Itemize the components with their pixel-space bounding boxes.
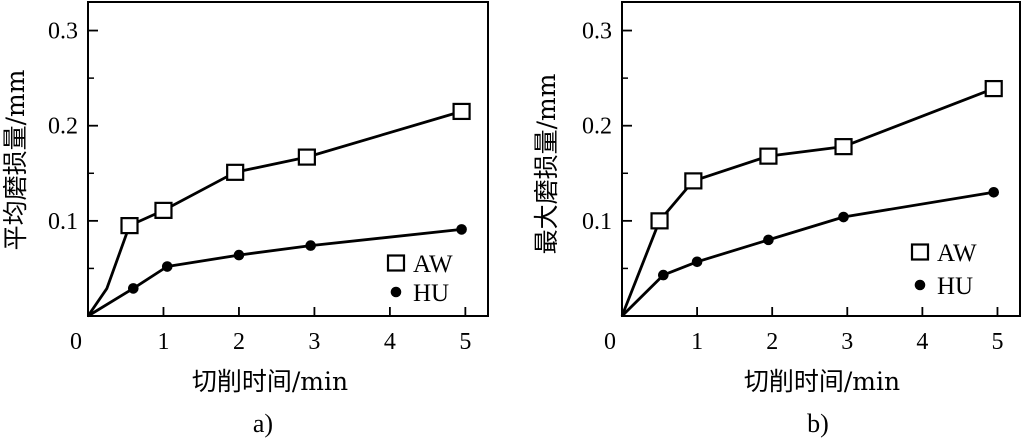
data-point-hu: [988, 187, 1000, 198]
x-tick-label: 0: [70, 329, 82, 355]
data-point-hu: [691, 256, 703, 268]
legend-label-hu: HU: [937, 273, 973, 300]
data-point-hu: [233, 249, 245, 261]
data-point-aw: [452, 102, 471, 121]
series-line-hu: [87, 228, 462, 318]
y-tick-label: 0.2: [48, 114, 78, 140]
x-axis-title: 切削时间/min: [192, 367, 348, 396]
data-point-aw: [650, 212, 669, 230]
x-tick-label: 1: [157, 329, 169, 355]
series-line-aw: [620, 87, 995, 317]
panel-label: b): [807, 409, 829, 438]
x-tick-label: 2: [766, 329, 778, 355]
y-tick-label: 0.1: [582, 209, 612, 235]
data-point-hu: [127, 283, 139, 294]
plot-frame: [621, 1, 1021, 317]
y-tick-label: 0.3: [48, 19, 78, 45]
x-tick-label: 1: [691, 329, 703, 355]
x-tick-label: 4: [384, 329, 396, 355]
y-axis-title: 最大磨损量/mm: [532, 73, 561, 254]
data-point-hu: [456, 224, 467, 235]
data-point-hu: [658, 269, 669, 281]
series-line-aw: [86, 110, 462, 317]
y-axis-title: 平均磨损量/mm: [1, 69, 30, 250]
data-point-hu: [763, 234, 774, 246]
data-point-aw: [120, 217, 139, 235]
data-point-aw: [684, 172, 703, 190]
legend-label-aw: AW: [413, 251, 453, 278]
data-point-aw: [834, 138, 853, 156]
legend-marker-hu: [914, 279, 926, 291]
plot-frame: [87, 1, 489, 317]
legend-label-hu: HU: [413, 280, 449, 307]
x-tick-label: 5: [991, 329, 1003, 355]
x-tick-label: 4: [916, 329, 928, 355]
y-tick-label: 0.3: [582, 19, 612, 45]
legend-marker-hu: [390, 286, 402, 298]
x-tick-label: 5: [459, 329, 471, 355]
data-point-aw: [154, 201, 173, 219]
x-tick-label: 2: [233, 329, 245, 355]
x-tick-label: 0: [604, 329, 616, 355]
data-point-aw: [759, 147, 778, 165]
legend-label-aw: AW: [937, 240, 977, 267]
data-point-aw: [297, 148, 316, 166]
legend-marker-aw: [910, 243, 930, 261]
x-axis-title: 切削时间/min: [744, 367, 900, 396]
legend-marker-aw: [386, 254, 406, 272]
y-tick-label: 0.1: [48, 209, 78, 235]
data-point-aw: [984, 79, 1003, 98]
panel-label: a): [253, 409, 273, 438]
data-point-aw: [226, 163, 245, 181]
series-line-hu: [621, 190, 994, 317]
x-tick-label: 3: [841, 329, 853, 355]
data-point-hu: [838, 211, 849, 223]
chart-b: 0 1 2 3 4 5 0.1 0.2 0.3 AW HU 切削时间/min 最大磨损量/mm b): [532, 1, 1021, 438]
x-tick-label: 3: [308, 329, 320, 355]
data-point-hu: [305, 240, 316, 251]
y-tick-label: 0.2: [582, 114, 612, 140]
data-point-hu: [161, 261, 173, 272]
